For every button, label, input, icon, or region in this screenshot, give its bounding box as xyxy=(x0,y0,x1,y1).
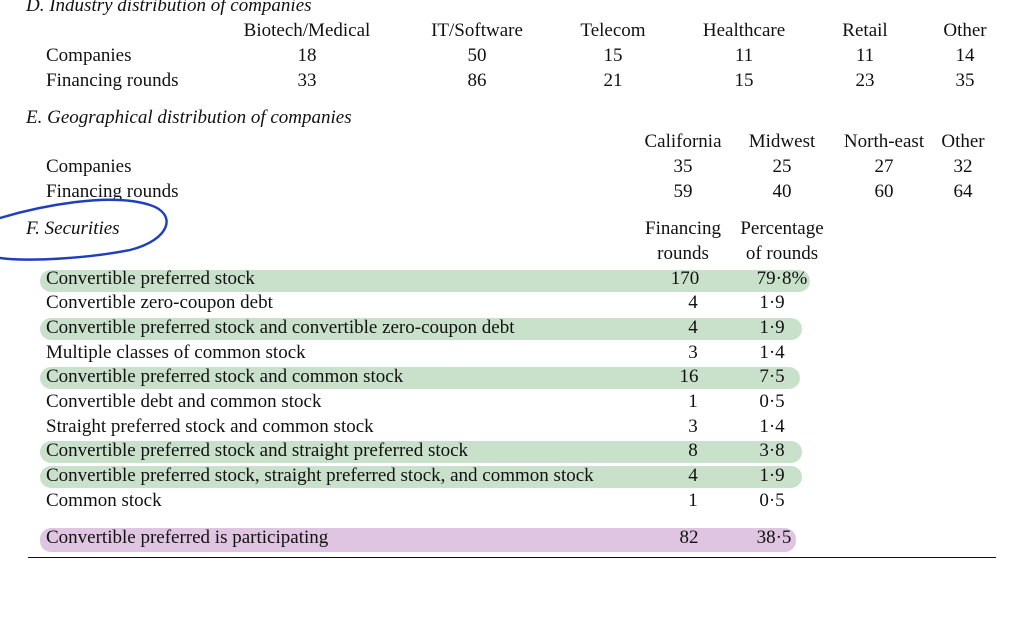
header-percentage-1: Percentage xyxy=(740,218,824,239)
section-d-title: D. Industry distribution of companies xyxy=(26,0,312,16)
table-row-label: Straight preferred stock and common stoc… xyxy=(46,416,374,437)
header-financing-rounds-1: Financing xyxy=(645,218,721,239)
cell-value: 59 xyxy=(673,181,693,202)
cell-value: 25 xyxy=(772,156,792,177)
header-percentage-2: of rounds xyxy=(745,243,819,264)
header-telecom: Telecom xyxy=(580,20,646,41)
table-row-label: Common stock xyxy=(46,490,162,511)
header-midwest: Midwest xyxy=(748,131,816,152)
table-row-rounds: 3 xyxy=(688,416,698,437)
cell-value: 86 xyxy=(467,70,487,91)
table-row-label: Convertible preferred stock and converti… xyxy=(46,317,515,338)
table-row-pct: 1·9 xyxy=(759,317,785,338)
highlight-row-cps-common xyxy=(40,367,800,389)
cell-value: 23 xyxy=(855,70,875,91)
header-biotech: Biotech/Medical xyxy=(243,20,371,41)
table-row-pct: 0·5 xyxy=(759,391,785,412)
highlight-row-cps-straight xyxy=(40,441,802,463)
table-row-rounds: 4 xyxy=(688,317,698,338)
highlight-row-cps-straight-common xyxy=(40,466,802,488)
table-row-pct: 1·4 xyxy=(759,416,785,437)
header-retail: Retail xyxy=(842,20,888,41)
row-label-financing-e: Financing rounds xyxy=(46,181,179,202)
table-row-label: Convertible preferred stock, straight pr… xyxy=(46,465,594,486)
cell-value: 15 xyxy=(603,45,623,66)
table-row-label: Convertible debt and common stock xyxy=(46,391,322,412)
table-row-label: Convertible preferred stock and common s… xyxy=(46,366,404,387)
cell-value: 33 xyxy=(297,70,317,91)
table-row-label: Convertible zero-coupon debt xyxy=(46,292,273,313)
highlight-row-convertible-preferred xyxy=(40,270,810,292)
cell-value: 50 xyxy=(467,45,487,66)
cell-value: 64 xyxy=(953,181,973,202)
table-row-rounds: 8 xyxy=(688,440,698,461)
cell-value: 35 xyxy=(673,156,693,177)
row-label-companies-e: Companies xyxy=(46,156,132,177)
cell-value: 21 xyxy=(603,70,623,91)
table-row-pct: 1·9 xyxy=(759,465,785,486)
cell-value: 18 xyxy=(297,45,317,66)
table-row-rounds: 16 xyxy=(679,366,699,387)
header-other-region: Other xyxy=(941,131,985,152)
table-row-rounds: 4 xyxy=(688,465,698,486)
row-label-financing-d: Financing rounds xyxy=(46,70,179,91)
table-row-rounds: 3 xyxy=(688,342,698,363)
table-row-label: Multiple classes of common stock xyxy=(46,342,306,363)
cell-value: 15 xyxy=(734,70,754,91)
table-row-pct: 1·4 xyxy=(759,342,785,363)
cell-value: 27 xyxy=(874,156,894,177)
table-row-rounds: 170 xyxy=(670,268,700,289)
cell-value: 60 xyxy=(874,181,894,202)
section-f-title: F. Securities xyxy=(26,218,120,239)
cell-value: 35 xyxy=(955,70,975,91)
header-california: California xyxy=(644,131,722,152)
cell-value: 40 xyxy=(772,181,792,202)
table-row-rounds: 1 xyxy=(688,490,698,511)
cell-value: 32 xyxy=(953,156,973,177)
participating-rounds: 82 xyxy=(679,527,699,548)
header-other-industry: Other xyxy=(943,20,987,41)
section-e-title: E. Geographical distribution of companie… xyxy=(26,107,352,128)
cell-value: 14 xyxy=(955,45,975,66)
table-row-pct: 3·8 xyxy=(759,440,785,461)
cell-value: 11 xyxy=(734,45,754,66)
cell-value: 11 xyxy=(855,45,875,66)
table-row-label: Convertible preferred stock xyxy=(46,268,255,289)
header-north-east: North-east xyxy=(843,131,925,152)
table-row-pct: 79·8% xyxy=(756,268,808,289)
highlight-row-cps-czcd xyxy=(40,318,802,340)
header-healthcare: Healthcare xyxy=(702,20,786,41)
table-bottom-rule xyxy=(28,557,996,559)
table-row-pct: 0·5 xyxy=(759,490,785,511)
table-row-pct: 1·9 xyxy=(759,292,785,313)
header-it-software: IT/Software xyxy=(431,20,523,41)
table-row-rounds: 1 xyxy=(688,391,698,412)
highlight-row-participating xyxy=(40,528,796,552)
participating-label: Convertible preferred is participating xyxy=(46,527,329,548)
table-row-pct: 7·5 xyxy=(759,366,785,387)
table-row-rounds: 4 xyxy=(688,292,698,313)
table-row-label: Convertible preferred stock and straight… xyxy=(46,440,469,461)
header-financing-rounds-2: rounds xyxy=(657,243,709,264)
participating-pct: 38·5 xyxy=(756,527,792,548)
row-label-companies-d: Companies xyxy=(46,45,132,66)
